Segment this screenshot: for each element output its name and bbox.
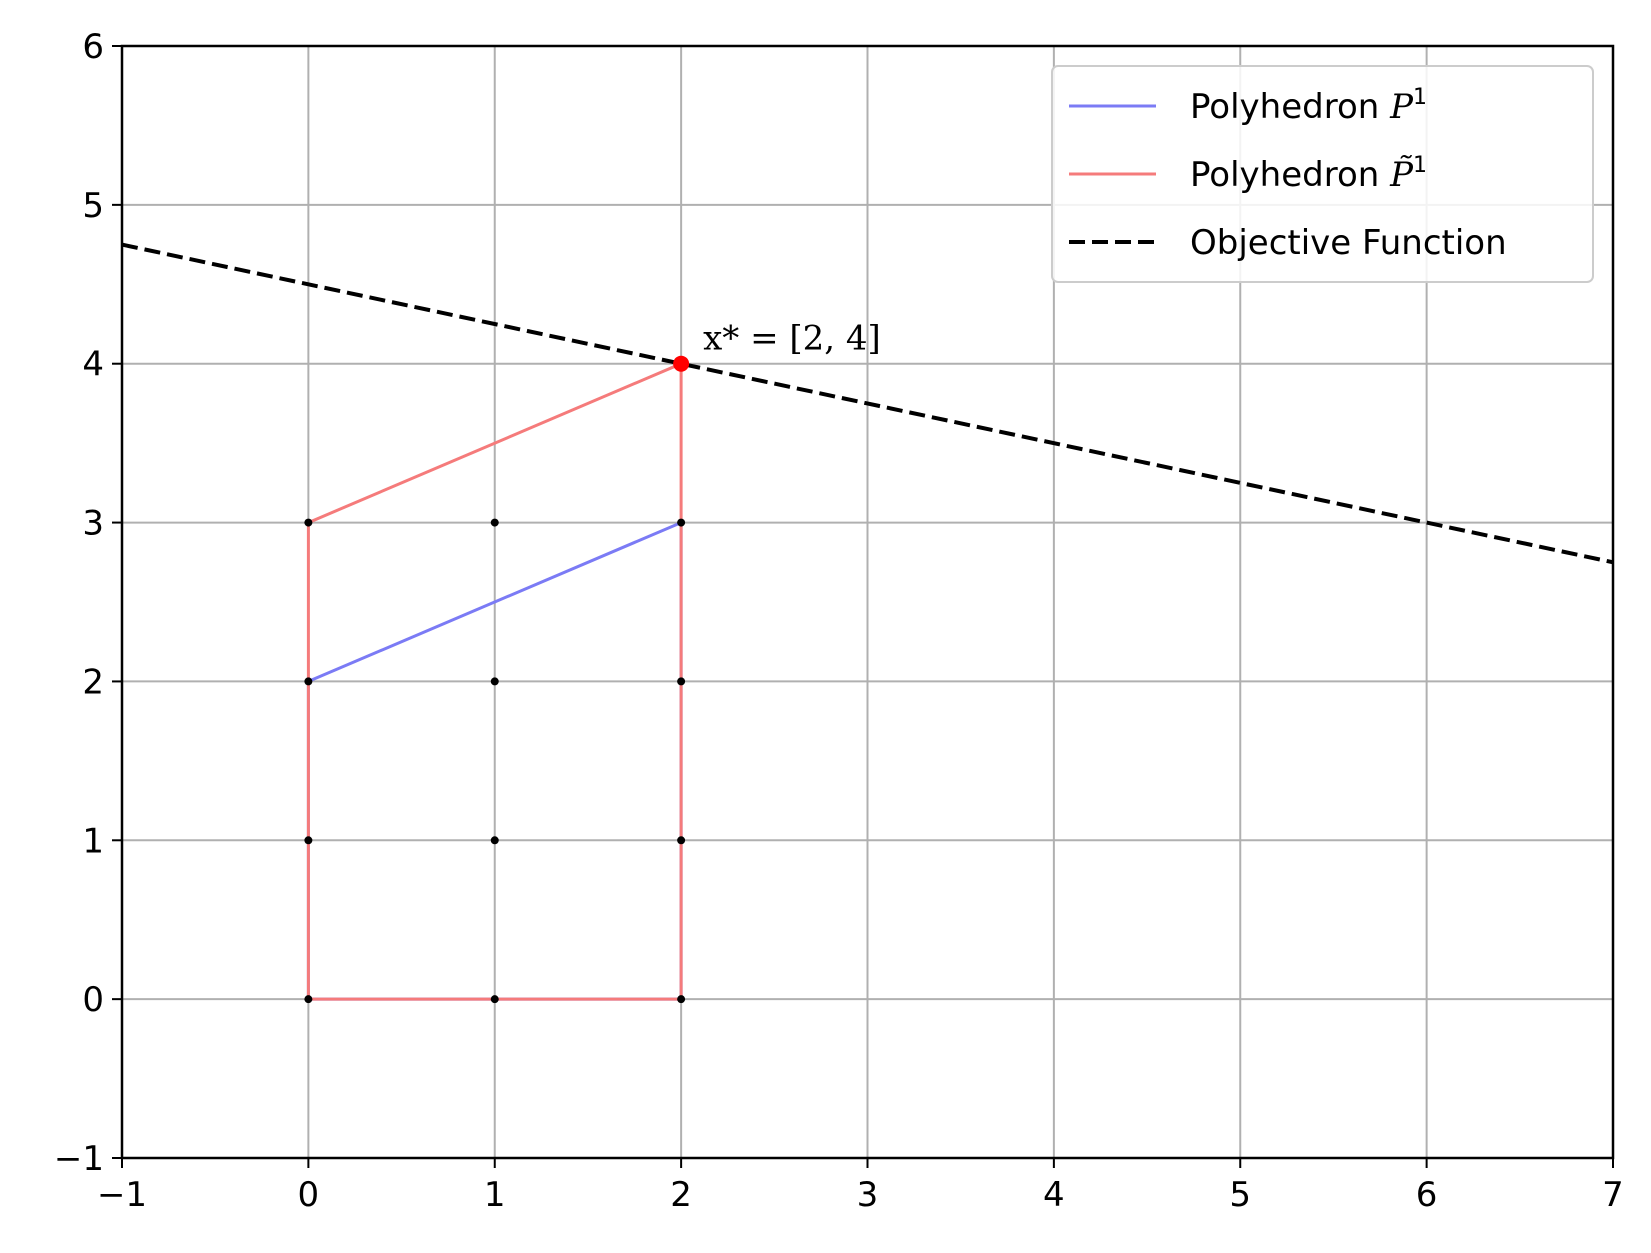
lattice-point [490,836,499,845]
lattice-point [677,677,686,686]
series-line-2 [122,242,1613,565]
legend-label-0: Polyhedron P1 [1190,85,1427,127]
legend-label-1: Polyhedron P̃1 [1190,153,1427,195]
optimum-label: x* = [2, 4] [703,319,881,359]
lattice-point [677,836,686,845]
lattice-point [677,995,686,1004]
lattice-point [490,995,499,1004]
legend: Polyhedron P1 Polyhedron P̃1 Objective Fun… [1051,65,1594,283]
x-tick-label: 7 [1602,1175,1624,1215]
lattice-point [304,836,313,845]
y-tick-label: 4 [82,345,104,385]
axis-ticks: −1 0 1 2 3 4 5 6 7 −1 0 1 2 3 4 5 6 [54,27,1624,1215]
x-tick-label: 0 [298,1175,320,1215]
x-tick-label: −1 [97,1175,147,1215]
optimum-point [673,355,690,372]
lattice-point [304,677,313,686]
legend-box [1051,65,1594,283]
optimum-annotation: x* = [2, 4] [673,319,881,372]
y-tick-label: 6 [82,27,104,67]
x-tick-label: 3 [857,1175,879,1215]
lattice-points [304,518,686,1004]
x-tick-label: 4 [1043,1175,1065,1215]
lattice-point [304,518,313,527]
x-tick-label: 5 [1229,1175,1251,1215]
lattice-point [304,995,313,1004]
x-tick-label: 2 [670,1175,692,1215]
x-tick-label: 1 [484,1175,506,1215]
y-tick-label: 5 [82,186,104,226]
lattice-point [490,677,499,686]
y-tick-label: 2 [82,662,104,702]
y-tick-label: 1 [82,821,104,861]
y-tick-label: 3 [82,504,104,544]
legend-label-2: Objective Function [1190,223,1507,263]
y-tick-label: 0 [82,980,104,1020]
x-tick-label: 6 [1416,1175,1438,1215]
lattice-point [490,518,499,527]
y-tick-label: −1 [54,1139,104,1179]
lattice-point [677,518,686,527]
